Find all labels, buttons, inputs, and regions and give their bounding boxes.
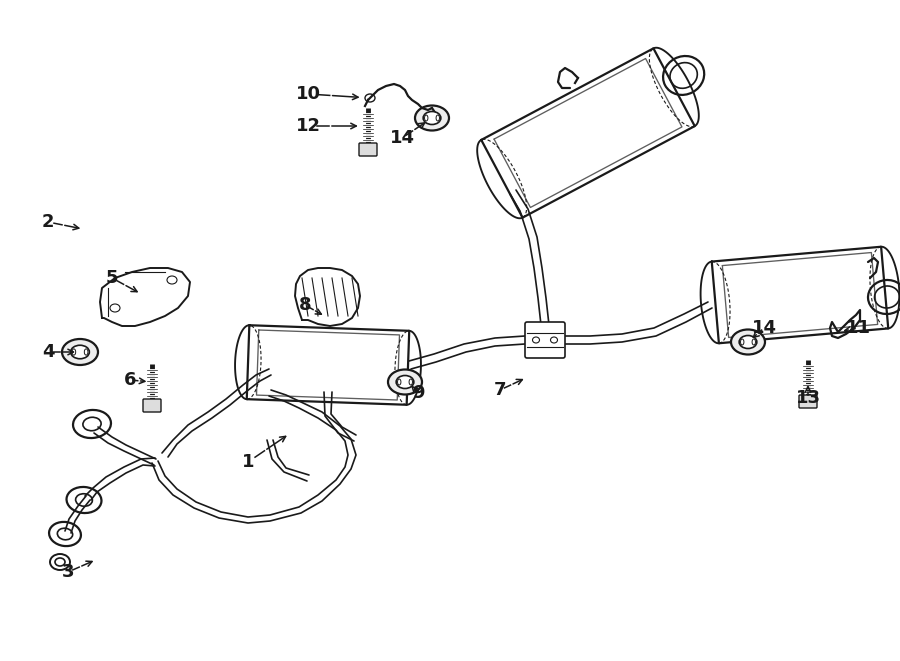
Text: 5: 5 [106, 269, 118, 287]
Polygon shape [100, 268, 190, 326]
Ellipse shape [425, 115, 427, 121]
Ellipse shape [741, 339, 744, 345]
Text: 10: 10 [295, 85, 320, 103]
Ellipse shape [62, 339, 98, 365]
Text: 11: 11 [845, 319, 870, 337]
Polygon shape [830, 310, 860, 338]
Ellipse shape [731, 329, 765, 354]
Text: 3: 3 [62, 563, 74, 581]
Text: 13: 13 [796, 389, 821, 407]
Text: 9: 9 [412, 384, 424, 402]
Ellipse shape [398, 379, 400, 385]
FancyBboxPatch shape [359, 143, 377, 156]
Text: 7: 7 [494, 381, 506, 399]
Ellipse shape [415, 106, 449, 130]
Ellipse shape [72, 349, 76, 355]
Text: 12: 12 [295, 117, 320, 135]
Text: 14: 14 [752, 319, 777, 337]
Ellipse shape [739, 336, 757, 348]
Text: 2: 2 [41, 213, 54, 231]
Text: 8: 8 [299, 296, 311, 314]
FancyBboxPatch shape [143, 399, 161, 412]
Text: 14: 14 [390, 129, 415, 147]
Text: 6: 6 [124, 371, 136, 389]
Ellipse shape [396, 375, 414, 389]
Ellipse shape [85, 349, 88, 355]
Ellipse shape [70, 345, 89, 359]
Ellipse shape [410, 379, 412, 385]
Ellipse shape [436, 115, 439, 121]
Ellipse shape [423, 112, 441, 124]
FancyBboxPatch shape [525, 322, 565, 358]
Ellipse shape [388, 369, 422, 395]
Text: 1: 1 [242, 453, 254, 471]
FancyBboxPatch shape [799, 395, 817, 408]
Polygon shape [295, 268, 360, 326]
Text: 4: 4 [41, 343, 54, 361]
Ellipse shape [752, 339, 755, 345]
